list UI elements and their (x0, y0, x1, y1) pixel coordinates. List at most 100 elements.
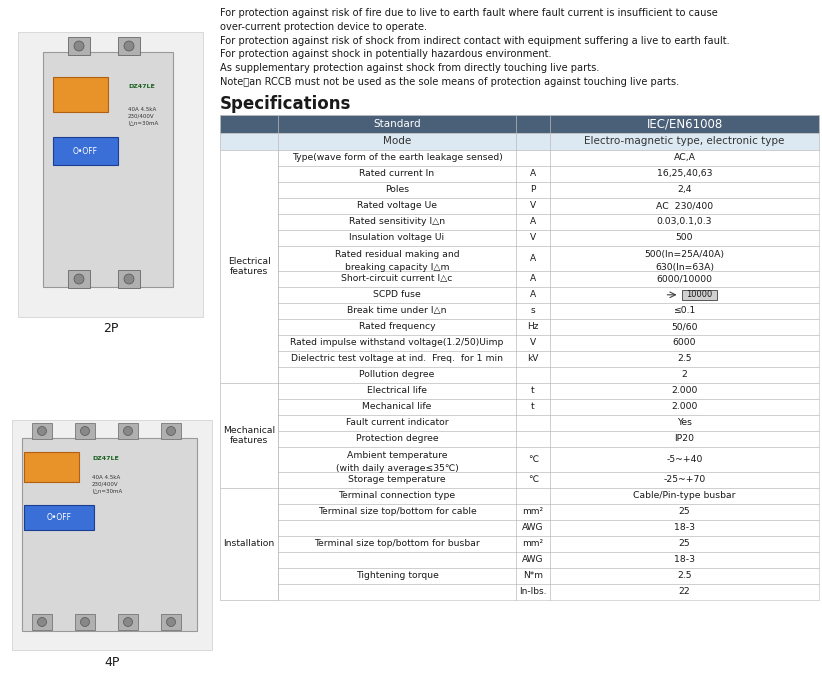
Circle shape (124, 274, 134, 284)
Text: breaking capacity I△m: breaking capacity I△m (344, 263, 450, 272)
Text: AC  230/400: AC 230/400 (656, 201, 713, 210)
Text: s: s (531, 306, 535, 315)
Bar (220, 367, 819, 383)
Circle shape (74, 274, 84, 284)
Text: ℃: ℃ (528, 475, 538, 484)
Text: Ambient temperature: Ambient temperature (347, 451, 447, 460)
Bar (220, 488, 278, 600)
Text: 40A 4.5kA
230/400V
I△n=30mA: 40A 4.5kA 230/400V I△n=30mA (92, 475, 122, 493)
Bar (220, 431, 819, 447)
Text: (with daily average≤35℃): (with daily average≤35℃) (335, 463, 459, 473)
Bar (220, 383, 278, 488)
Text: P: P (530, 185, 536, 194)
Bar (681, 290, 717, 300)
Text: 10000: 10000 (686, 290, 713, 299)
Text: 6000/10000: 6000/10000 (657, 274, 713, 283)
Text: For protection against risk of fire due to live to earth fault where fault curre: For protection against risk of fire due … (220, 8, 718, 18)
Bar (118, 614, 138, 630)
Text: AWG: AWG (522, 524, 543, 533)
Bar (75, 614, 95, 630)
Text: A: A (530, 170, 536, 178)
Bar (220, 150, 278, 383)
Circle shape (38, 618, 47, 627)
Text: As supplementary protection against shock from directly touching live parts.: As supplementary protection against shoc… (220, 64, 599, 73)
Text: 4P: 4P (104, 655, 120, 669)
Circle shape (124, 41, 134, 51)
Bar (220, 230, 819, 246)
Bar (220, 447, 819, 472)
Bar (220, 287, 819, 303)
Text: Rated impulse withstand voltage(1.2/50)Uimp: Rated impulse withstand voltage(1.2/50)U… (290, 339, 504, 348)
Text: Insulation voltage Ui: Insulation voltage Ui (349, 233, 445, 242)
Text: 630(In=63A): 630(In=63A) (655, 263, 714, 272)
Bar (220, 150, 819, 166)
Bar (220, 584, 819, 600)
Text: IP20: IP20 (675, 434, 695, 443)
Text: 2,4: 2,4 (677, 185, 692, 194)
Text: ℃: ℃ (528, 455, 538, 463)
Text: IEC/EN61008: IEC/EN61008 (646, 117, 723, 131)
Text: Installation: Installation (224, 540, 275, 549)
Text: Tightening torque: Tightening torque (356, 571, 438, 580)
Text: Poles: Poles (385, 185, 409, 194)
Text: over-current protection device to operate.: over-current protection device to operat… (220, 22, 427, 32)
Text: 25: 25 (679, 540, 690, 549)
Bar (32, 614, 52, 630)
Bar (220, 520, 819, 536)
Bar (220, 319, 819, 335)
Text: O•OFF: O•OFF (72, 147, 98, 156)
Text: Rated sensitivity I△n: Rated sensitivity I△n (349, 217, 445, 226)
Text: Cable/Pin-type busbar: Cable/Pin-type busbar (633, 491, 736, 500)
Circle shape (74, 41, 84, 51)
Text: ≤0.1: ≤0.1 (673, 306, 695, 315)
Text: Electro-magnetic type, electronic type: Electro-magnetic type, electronic type (584, 136, 785, 147)
Text: Electrical
features: Electrical features (228, 257, 270, 276)
Text: A: A (530, 254, 536, 263)
Bar (118, 37, 140, 55)
Text: AC,A: AC,A (673, 154, 695, 163)
Text: V: V (530, 339, 536, 348)
Text: Mode: Mode (383, 136, 411, 147)
Circle shape (167, 426, 176, 436)
Bar (220, 399, 819, 415)
Text: 0.03,0.1,0.3: 0.03,0.1,0.3 (657, 217, 712, 226)
Text: SCPD fuse: SCPD fuse (373, 290, 421, 299)
Bar (68, 270, 90, 288)
Text: 2.5: 2.5 (677, 571, 692, 580)
Text: Protection degree: Protection degree (356, 434, 438, 443)
Text: Note：an RCCB must not be used as the sole means of protection against touching l: Note：an RCCB must not be used as the sol… (220, 77, 679, 87)
Bar (24, 505, 94, 530)
Text: 2.000: 2.000 (672, 386, 698, 395)
Bar (220, 214, 819, 230)
Text: 6000: 6000 (672, 339, 696, 348)
Bar (220, 383, 819, 399)
Bar (75, 423, 95, 439)
Bar (118, 423, 138, 439)
Text: mm²: mm² (523, 507, 543, 517)
Bar (68, 37, 90, 55)
Text: N*m: N*m (523, 571, 543, 580)
Bar (53, 137, 118, 165)
Bar (220, 246, 819, 271)
Text: t: t (531, 402, 535, 411)
Text: For protection against risk of shock from indirect contact with equipment suffer: For protection against risk of shock fro… (220, 36, 730, 45)
Circle shape (167, 618, 176, 627)
Text: 40A 4.5kA
230/400V
I△n=30mA: 40A 4.5kA 230/400V I△n=30mA (128, 107, 159, 125)
Bar (220, 166, 819, 181)
Text: 22: 22 (679, 587, 690, 596)
Bar (220, 488, 819, 504)
Text: Rated voltage Ue: Rated voltage Ue (357, 201, 437, 210)
Text: Dielectric test voltage at ind.  Freq.  for 1 min: Dielectric test voltage at ind. Freq. fo… (291, 355, 503, 363)
Bar (32, 423, 52, 439)
Bar (220, 415, 819, 431)
Text: 2: 2 (681, 371, 687, 379)
Bar (220, 181, 819, 198)
Bar (220, 552, 819, 567)
Text: 18-3: 18-3 (674, 556, 695, 564)
Text: Fault current indicator: Fault current indicator (346, 418, 448, 427)
Text: 16,25,40,63: 16,25,40,63 (657, 170, 712, 178)
Text: V: V (530, 233, 536, 242)
Bar (161, 423, 181, 439)
Text: 2.000: 2.000 (672, 402, 698, 411)
Bar (220, 351, 819, 367)
